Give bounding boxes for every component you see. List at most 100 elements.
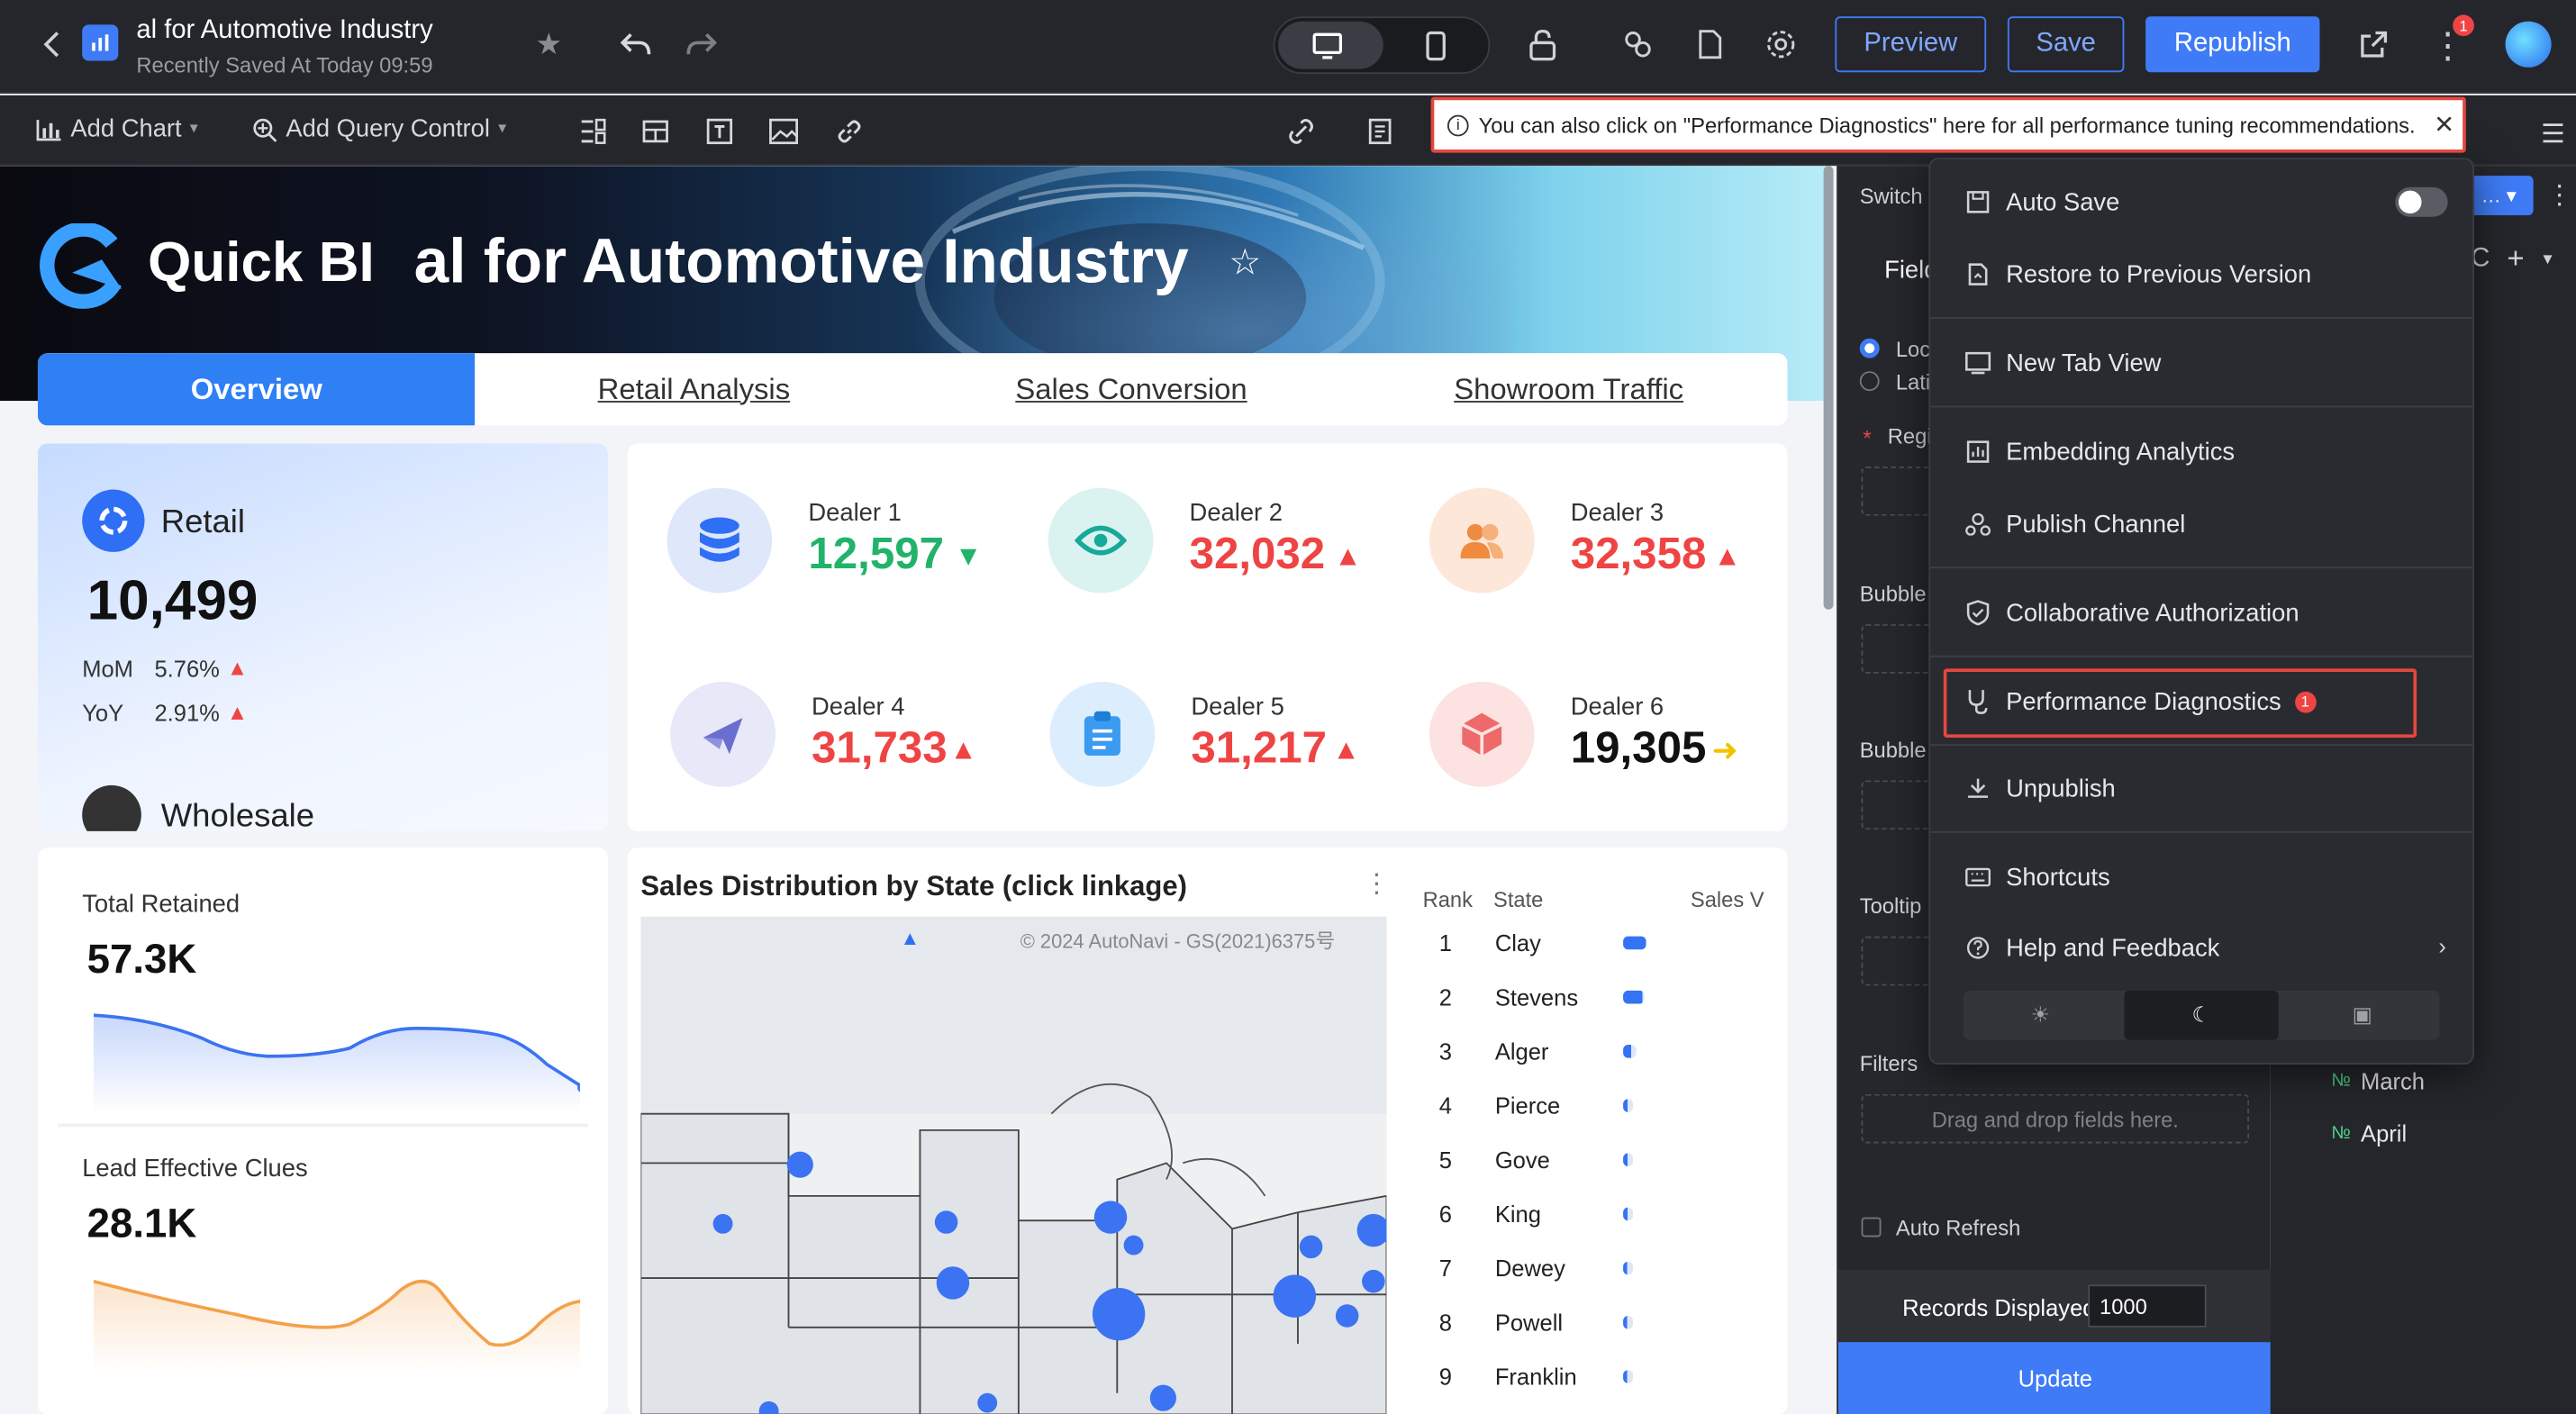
records-input[interactable]: 1000 <box>2088 1284 2207 1328</box>
tab-overview[interactable]: Overview <box>37 353 476 426</box>
undo-icon[interactable] <box>616 26 656 62</box>
clipboard-icon <box>1049 681 1156 787</box>
rank-state: Gove <box>1494 1147 1550 1174</box>
field-april[interactable]: April <box>2361 1119 2408 1147</box>
ranking-row[interactable]: 8 Powell <box>1423 1310 1752 1342</box>
stethoscope-icon <box>1964 686 1993 716</box>
user-avatar-icon[interactable] <box>2505 21 2552 68</box>
mobile-icon[interactable] <box>1416 28 1456 64</box>
open-external-icon[interactable] <box>2354 24 2394 64</box>
menu-performance-diagnostics[interactable]: Performance Diagnostics 1 <box>1930 668 2472 734</box>
refresh-icon[interactable]: C <box>2471 244 2490 273</box>
layout-icon[interactable] <box>575 113 611 150</box>
dark-theme-icon[interactable]: ☾ <box>2124 990 2279 1040</box>
favorite-star-icon[interactable]: ☆ <box>1229 241 1262 283</box>
add-field-icon[interactable]: + <box>2507 241 2525 275</box>
tab-sales-conversion[interactable]: Sales Conversion <box>1015 372 1247 405</box>
radio-location[interactable] <box>1859 338 1880 358</box>
auto-save-toggle[interactable] <box>2395 186 2448 217</box>
tab-showroom-traffic[interactable]: Showroom Traffic <box>1454 372 1684 405</box>
ranking-row[interactable]: 1 Clay <box>1423 929 1752 962</box>
ranking-row[interactable]: 3 Alger <box>1423 1038 1752 1071</box>
toggle-knob <box>2399 190 2422 214</box>
retained-label: Total Retained <box>82 890 240 919</box>
menu-divider <box>1930 655 2473 657</box>
text-icon[interactable] <box>702 113 738 150</box>
add-query-label: Add Query Control <box>286 114 490 143</box>
map-area[interactable]: ▲ © 2024 AutoNavi - GS(2021)6375号 <box>640 916 1387 1414</box>
save-button[interactable]: Save <box>2007 16 2125 73</box>
col-rank: Rank <box>1422 886 1473 912</box>
ranking-row[interactable]: 2 Stevens <box>1423 984 1752 1017</box>
ranking-row[interactable]: 7 Dewey <box>1423 1255 1752 1288</box>
menu-auto-save[interactable]: Auto Save <box>1930 169 2472 235</box>
ranking-row[interactable]: 9 Franklin <box>1423 1364 1752 1396</box>
menu-auto-save-label: Auto Save <box>2006 187 2120 216</box>
field-march[interactable]: March <box>2361 1067 2426 1094</box>
add-query-button[interactable]: Add Query Control ▾ <box>251 115 506 143</box>
canvas-scrollbar[interactable] <box>1823 166 1834 610</box>
menu-shortcuts[interactable]: Shortcuts <box>1930 845 2472 911</box>
ranking-row[interactable]: 4 Pierce <box>1423 1092 1752 1125</box>
filters-drop-zone[interactable]: Drag and drop fields here. <box>1861 1093 2250 1144</box>
lock-icon[interactable] <box>1523 24 1563 64</box>
chevron-down-icon[interactable]: ▾ <box>2543 249 2553 270</box>
light-theme-icon[interactable]: ☀ <box>2030 1002 2051 1027</box>
redo-icon[interactable] <box>682 26 721 62</box>
link-setting-icon[interactable] <box>1283 113 1320 150</box>
report-icon[interactable] <box>1691 24 1730 64</box>
card-more-icon[interactable]: ⋮ <box>1363 870 1391 899</box>
radio-latitude[interactable] <box>1859 371 1880 392</box>
device-switch[interactable] <box>1273 16 1491 75</box>
dealers-card: Dealer 1 12,597 ▼ Dealer 2 32,032 ▲ Deal… <box>627 443 1788 831</box>
rank-number: 5 <box>1438 1147 1453 1174</box>
image-icon[interactable] <box>766 113 802 150</box>
update-button[interactable]: Update <box>1838 1342 2272 1414</box>
desktop-mode[interactable] <box>1278 21 1383 69</box>
rank-state: King <box>1494 1201 1541 1228</box>
rank-number: 8 <box>1438 1309 1453 1336</box>
system-theme-icon[interactable]: ▣ <box>2352 1002 2373 1027</box>
menu-restore[interactable]: Restore to Previous Version <box>1930 241 2472 307</box>
help-icon <box>1964 933 1993 963</box>
switch-label: Switch <box>1859 184 1923 209</box>
republish-button[interactable]: Republish <box>2145 16 2320 73</box>
close-icon[interactable]: ✕ <box>2434 112 2455 140</box>
save-icon <box>1964 187 1993 217</box>
star-icon[interactable]: ★ <box>535 27 562 60</box>
panel-toggle-icon[interactable] <box>2536 117 2569 150</box>
more-vertical-icon[interactable]: ⋮ <box>2546 182 2573 211</box>
preview-button[interactable]: Preview <box>1835 16 1987 73</box>
dashboard-title[interactable]: al for Automotive Industry <box>136 16 433 45</box>
menu-collab-auth[interactable]: Collaborative Authorization <box>1930 580 2472 646</box>
desktop-icon[interactable] <box>1308 28 1347 64</box>
menu-unpublish[interactable]: Unpublish <box>1930 756 2472 821</box>
menu-embedding[interactable]: Embedding Analytics <box>1930 419 2472 485</box>
rank-bar <box>1623 1045 1637 1058</box>
trend-flat-icon: ➜ <box>1711 734 1738 769</box>
retained-sparkline <box>93 1013 580 1114</box>
ranking-row[interactable]: 6 King <box>1423 1201 1752 1233</box>
quickbi-logo-icon <box>36 222 132 309</box>
yoy-label: YoY <box>82 700 124 727</box>
auto-refresh-checkbox[interactable] <box>1861 1217 1882 1237</box>
dealer-1-value: 12,597 <box>808 529 945 579</box>
menu-new-tab-view[interactable]: New Tab View <box>1930 331 2472 396</box>
download-icon <box>1964 774 1993 803</box>
dataset-select[interactable]: … ▾ <box>2463 176 2534 215</box>
ranking-row[interactable]: 5 Gove <box>1423 1147 1752 1179</box>
settings-icon[interactable] <box>1761 24 1800 64</box>
container-icon[interactable] <box>638 113 674 150</box>
rank-number: 1 <box>1438 929 1453 956</box>
resource-icon[interactable] <box>1619 24 1658 64</box>
link-icon[interactable] <box>831 113 867 150</box>
menu-help-feedback[interactable]: Help and Feedback › <box>1930 915 2472 981</box>
report-setting-icon[interactable] <box>1362 113 1398 150</box>
rank-bar <box>1623 990 1645 1004</box>
menu-publish-channel[interactable]: Publish Channel <box>1930 491 2472 557</box>
add-chart-button[interactable]: Add Chart ▾ <box>36 115 198 143</box>
tab-retail-analysis[interactable]: Retail Analysis <box>597 372 791 405</box>
back-icon[interactable] <box>32 26 68 62</box>
numeric-field-icon: № <box>2331 1071 2351 1092</box>
menu-restore-label: Restore to Previous Version <box>2006 260 2312 289</box>
